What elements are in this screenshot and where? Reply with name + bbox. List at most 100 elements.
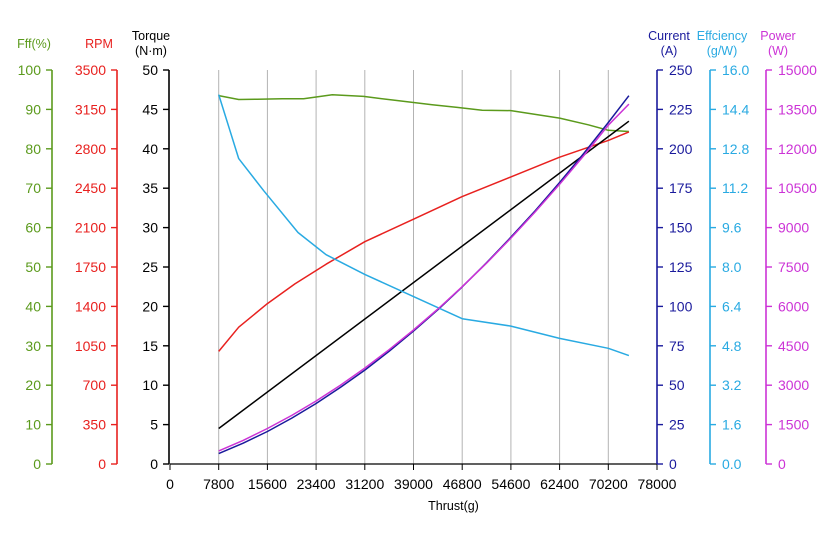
- axis-tick-label: 75: [669, 338, 685, 354]
- axis-tick-label: 2450: [75, 180, 106, 196]
- axis-tick-label: 50: [669, 377, 685, 393]
- axis-tick-label: 1050: [75, 338, 106, 354]
- axis-tick-label: 0: [778, 456, 786, 472]
- x-tick-label: 39000: [394, 476, 433, 492]
- axis-title: (g/W): [707, 44, 738, 58]
- x-tick-label: 0: [166, 476, 174, 492]
- axis-tick-label: 25: [142, 259, 158, 275]
- axis-tick-label: 60: [25, 220, 41, 236]
- axis-tick-label: 12000: [778, 141, 817, 157]
- axis-title: Power: [760, 29, 795, 43]
- x-tick-label: 46800: [443, 476, 482, 492]
- series-line-fff: [218, 94, 629, 133]
- axis-tick-label: 10: [25, 417, 41, 433]
- axis-title: (N·m): [135, 44, 167, 58]
- axis-tick-label: 1750: [75, 259, 106, 275]
- x-tick-label: 70200: [589, 476, 628, 492]
- axis-tick-label: 0: [98, 456, 106, 472]
- axis-tick-label: 1400: [75, 298, 106, 314]
- axis-title: (A): [661, 44, 678, 58]
- axis-tick-label: 250: [669, 62, 693, 78]
- grid-lines: [218, 70, 609, 464]
- axis-title: RPM: [85, 37, 113, 51]
- axis-tick-label: 100: [669, 298, 693, 314]
- axis-tick-label: 350: [83, 417, 107, 433]
- axis-tick-label: 3000: [778, 377, 809, 393]
- axis-tick-label: 80: [25, 141, 41, 157]
- axis-tick-label: 225: [669, 101, 693, 117]
- axis-tick-label: 3.2: [722, 377, 742, 393]
- axis-tick-label: 175: [669, 180, 693, 196]
- axis-tick-label: 7500: [778, 259, 809, 275]
- axis-tick-label: 16.0: [722, 62, 749, 78]
- axis-tick-label: 2800: [75, 141, 106, 157]
- axis-tick-label: 40: [142, 141, 158, 157]
- axis-tick-label: 2100: [75, 220, 106, 236]
- axis-tick-label: 0: [669, 456, 677, 472]
- axis-tick-label: 25: [669, 417, 685, 433]
- axis-current: 0 25 50 75 100 125 150 175 200 225 250 Current(A): [648, 29, 692, 472]
- axis-tick-label: 3500: [75, 62, 106, 78]
- axis-tick-label: 9.6: [722, 220, 742, 236]
- axis-tick-label: 10: [142, 377, 158, 393]
- axis-rpm: 0 350 700 1050 1400 1750 2100 2450 2800 3150 3500 R…: [75, 37, 118, 472]
- axis-fff: 0 10 20 30 40 50 60 70 80 90 100 Fff(%): [17, 37, 53, 472]
- axis-torque: 0 5 10 15 20 25 30 35 40 45 50 Torque(N·m): [132, 29, 170, 472]
- axis-power: 0 1500 3000 4500 6000 7500 9000 10500 12000 13500…: [760, 29, 817, 472]
- axis-tick-label: 125: [669, 259, 693, 275]
- axis-tick-label: 6000: [778, 298, 809, 314]
- axis-tick-label: 12.8: [722, 141, 749, 157]
- axis-title: Effciency: [697, 29, 748, 43]
- axis-tick-label: 9000: [778, 220, 809, 236]
- axis-tick-label: 10500: [778, 180, 817, 196]
- axis-title: Torque: [132, 29, 170, 43]
- axis-eff: 0.0 1.6 3.2 4.8 6.4 8.0 9.6 11.2 12.8 14.4 16.0 Eff…: [697, 29, 750, 472]
- axis-tick-label: 5: [150, 417, 158, 433]
- axis-tick-label: 50: [142, 62, 158, 78]
- axis-tick-label: 40: [25, 298, 41, 314]
- series-line-eff: [217, 94, 630, 357]
- axis-tick-label: 15: [142, 338, 158, 354]
- axis-tick-label: 1500: [778, 417, 809, 433]
- x-tick-label: 7800: [203, 476, 234, 492]
- axis-tick-label: 3150: [75, 101, 106, 117]
- series-line-rpm: [218, 131, 630, 352]
- axis-tick-label: 100: [18, 62, 42, 78]
- x-axis-title: Thrust(g): [428, 499, 479, 513]
- x-tick-label: 31200: [345, 476, 384, 492]
- axis-tick-label: 1.6: [722, 417, 742, 433]
- axis-tick-label: 11.2: [722, 180, 748, 196]
- axis-tick-label: 90: [25, 101, 41, 117]
- axis-tick-label: 45: [142, 101, 158, 117]
- series-line-power: [218, 103, 630, 452]
- x-tick-label: 62400: [540, 476, 579, 492]
- axis-tick-label: 30: [142, 220, 158, 236]
- x-tick-label: 15600: [248, 476, 287, 492]
- axis-tick-label: 0.0: [722, 456, 742, 472]
- axis-tick-label: 20: [142, 298, 158, 314]
- x-axis: 0 7800 15600 23400 31200 39000 46800 54600 62400…: [166, 463, 677, 513]
- axis-title: Current: [648, 29, 690, 43]
- axis-tick-label: 0: [150, 456, 158, 472]
- axis-title: Fff(%): [17, 37, 51, 51]
- axis-tick-label: 30: [25, 338, 41, 354]
- axis-tick-label: 700: [83, 377, 107, 393]
- axis-tick-label: 13500: [778, 101, 817, 117]
- axis-tick-label: 200: [669, 141, 693, 157]
- axis-tick-label: 14.4: [722, 101, 749, 117]
- x-tick-label: 78000: [638, 476, 677, 492]
- axis-tick-label: 4500: [778, 338, 809, 354]
- axis-tick-label: 50: [25, 259, 41, 275]
- x-tick-label: 23400: [297, 476, 336, 492]
- axis-tick-label: 6.4: [722, 298, 742, 314]
- axis-title: (W): [768, 44, 788, 58]
- axis-tick-label: 15000: [778, 62, 817, 78]
- axis-tick-label: 35: [142, 180, 158, 196]
- x-tick-label: 54600: [491, 476, 530, 492]
- axis-tick-label: 150: [669, 220, 693, 236]
- axis-tick-label: 20: [25, 377, 41, 393]
- axis-tick-label: 4.8: [722, 338, 742, 354]
- axis-tick-label: 8.0: [722, 259, 742, 275]
- axis-tick-label: 0: [33, 456, 41, 472]
